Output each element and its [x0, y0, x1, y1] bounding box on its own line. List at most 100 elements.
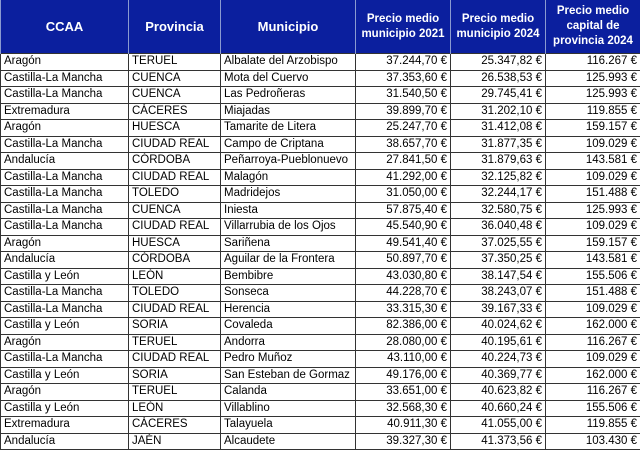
cell-provincia: SORIA [128, 317, 221, 335]
cell-precio-2021: 39.327,30 € [355, 432, 451, 450]
cell-precio-2021: 45.540,90 € [355, 218, 451, 236]
cell-provincia: CIUDAD REAL [128, 168, 221, 186]
cell-ccaa: Andalucía [0, 251, 129, 269]
cell-ccaa: Andalucía [0, 152, 129, 170]
cell-precio-2021: 50.897,70 € [355, 251, 451, 269]
cell-ccaa: Castilla y León [0, 399, 129, 417]
table-row: Castilla-La Mancha CIUDAD REAL Pedro Muñoz… [0, 350, 640, 368]
cell-municipio: Sariñena [220, 234, 356, 252]
header-provincia: Provincia [128, 0, 221, 54]
cell-municipio: Malagón [220, 168, 356, 186]
cell-municipio: Mota del Cuervo [220, 69, 356, 87]
cell-municipio: Bembibre [220, 267, 356, 285]
cell-ccaa: Castilla-La Mancha [0, 284, 129, 302]
table-row: Castilla-La Mancha CUENCA Iniesta 57.875,40… [0, 201, 640, 219]
cell-precio-2024: 41.055,00 € [450, 416, 546, 434]
table-row: Castilla y León SORIA San Esteban de Gorma… [0, 366, 640, 384]
cell-provincia: CIUDAD REAL [128, 300, 221, 318]
cell-precio-capital-2024: 159.157 € [545, 234, 640, 252]
table-row: Extremadura CÁCERES Talayuela 40.911,30 €41… [0, 416, 640, 434]
table-row: Castilla-La Mancha TOLEDO Madridejos 31.050… [0, 185, 640, 203]
cell-precio-capital-2024: 103.430 € [545, 432, 640, 450]
cell-provincia: CÁCERES [128, 416, 221, 434]
cell-precio-2021: 33.315,30 € [355, 300, 451, 318]
cell-municipio: San Esteban de Gormaz [220, 366, 356, 384]
cell-provincia: TOLEDO [128, 284, 221, 302]
cell-precio-2024: 40.623,82 € [450, 383, 546, 401]
cell-precio-capital-2024: 119.855 € [545, 102, 640, 120]
cell-ccaa: Extremadura [0, 102, 129, 120]
cell-municipio: Madridejos [220, 185, 356, 203]
table-row: Aragón HUESCA Tamarite de Litera 25.247,70 … [0, 119, 640, 137]
cell-precio-2021: 33.651,00 € [355, 383, 451, 401]
cell-ccaa: Castilla-La Mancha [0, 69, 129, 87]
cell-precio-capital-2024: 109.029 € [545, 218, 640, 236]
cell-precio-2021: 39.899,70 € [355, 102, 451, 120]
cell-municipio: Peñarroya-Pueblonuevo [220, 152, 356, 170]
cell-provincia: TERUEL [128, 383, 221, 401]
cell-municipio: Villarrubia de los Ojos [220, 218, 356, 236]
table-row: Aragón TERUEL Andorra 28.080,00 €40.195,61 … [0, 333, 640, 351]
cell-precio-2021: 25.247,70 € [355, 119, 451, 137]
cell-provincia: CUENCA [128, 86, 221, 104]
header-precio-2021: Precio medio municipio 2021 [355, 0, 451, 54]
cell-provincia: TERUEL [128, 53, 221, 71]
cell-precio-capital-2024: 125.993 € [545, 201, 640, 219]
cell-ccaa: Castilla-La Mancha [0, 201, 129, 219]
cell-ccaa: Aragón [0, 333, 129, 351]
cell-precio-2024: 37.350,25 € [450, 251, 546, 269]
header-precio-2024: Precio medio municipio 2024 [450, 0, 546, 54]
cell-provincia: TOLEDO [128, 185, 221, 203]
cell-precio-2024: 39.167,33 € [450, 300, 546, 318]
cell-ccaa: Castilla-La Mancha [0, 135, 129, 153]
table-row: Castilla-La Mancha CIUDAD REAL Villarrubia… [0, 218, 640, 236]
cell-ccaa: Castilla-La Mancha [0, 185, 129, 203]
table-row: Andalucía CÓRDOBA Peñarroya-Pueblonuevo 27.… [0, 152, 640, 170]
table-row: Castilla-La Mancha CUENCA Las Pedroñeras 31… [0, 86, 640, 104]
cell-precio-capital-2024: 125.993 € [545, 69, 640, 87]
cell-precio-capital-2024: 109.029 € [545, 135, 640, 153]
cell-ccaa: Castilla-La Mancha [0, 350, 129, 368]
cell-precio-capital-2024: 125.993 € [545, 86, 640, 104]
header-ccaa: CCAA [0, 0, 129, 54]
table-row: Castilla y León LEÓN Bembibre 43.030,80 €38… [0, 267, 640, 285]
cell-precio-2024: 25.347,82 € [450, 53, 546, 71]
cell-precio-2021: 37.244,70 € [355, 53, 451, 71]
cell-ccaa: Aragón [0, 53, 129, 71]
cell-precio-2024: 40.195,61 € [450, 333, 546, 351]
cell-precio-2024: 38.147,54 € [450, 267, 546, 285]
table-row: Castilla y León SORIA Covaleda 82.386,00 €4… [0, 317, 640, 335]
cell-precio-capital-2024: 159.157 € [545, 119, 640, 137]
cell-ccaa: Castilla-La Mancha [0, 168, 129, 186]
cell-provincia: CIUDAD REAL [128, 218, 221, 236]
cell-municipio: Villablino [220, 399, 356, 417]
cell-precio-capital-2024: 119.855 € [545, 416, 640, 434]
cell-precio-2021: 31.540,50 € [355, 86, 451, 104]
cell-provincia: CIUDAD REAL [128, 350, 221, 368]
cell-provincia: CÓRDOBA [128, 152, 221, 170]
cell-precio-2021: 32.568,30 € [355, 399, 451, 417]
cell-municipio: Albalate del Arzobispo [220, 53, 356, 71]
cell-provincia: CIUDAD REAL [128, 135, 221, 153]
cell-precio-2024: 41.373,56 € [450, 432, 546, 450]
cell-precio-2024: 36.040,48 € [450, 218, 546, 236]
cell-provincia: CUENCA [128, 201, 221, 219]
cell-provincia: LEÓN [128, 267, 221, 285]
cell-ccaa: Castilla-La Mancha [0, 300, 129, 318]
cell-ccaa: Castilla-La Mancha [0, 218, 129, 236]
cell-precio-2024: 38.243,07 € [450, 284, 546, 302]
cell-ccaa: Aragón [0, 119, 129, 137]
cell-precio-capital-2024: 151.488 € [545, 284, 640, 302]
cell-precio-2021: 44.228,70 € [355, 284, 451, 302]
cell-precio-2024: 32.580,75 € [450, 201, 546, 219]
cell-precio-capital-2024: 116.267 € [545, 333, 640, 351]
cell-precio-2021: 38.657,70 € [355, 135, 451, 153]
cell-precio-2024: 37.025,55 € [450, 234, 546, 252]
cell-precio-2024: 32.244,17 € [450, 185, 546, 203]
cell-precio-capital-2024: 162.000 € [545, 317, 640, 335]
cell-municipio: Pedro Muñoz [220, 350, 356, 368]
cell-provincia: CÁCERES [128, 102, 221, 120]
cell-municipio: Las Pedroñeras [220, 86, 356, 104]
header-row: CCAA Provincia Municipio Precio medio mu… [0, 0, 640, 54]
cell-municipio: Tamarite de Litera [220, 119, 356, 137]
